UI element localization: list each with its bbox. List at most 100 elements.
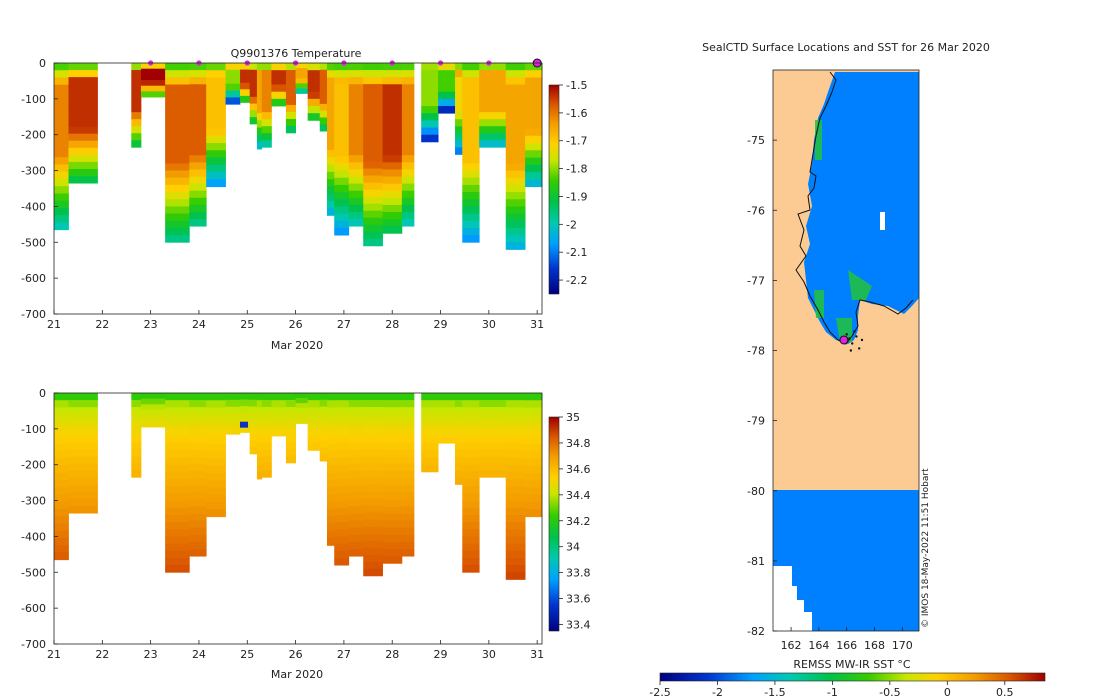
salinity-cell [382,478,403,486]
salinity-cell [189,449,207,458]
salinity-cell [479,463,507,471]
temperature-cell [326,179,335,187]
salinity-cell [334,500,350,509]
salinity-x-tick: 30 [482,648,496,661]
temperature-cell [249,117,258,125]
salinity-cell [165,393,190,401]
seal-track-points [845,330,864,352]
temperature-cell [261,98,272,106]
temperature-cell [256,106,263,114]
salinity-cell [505,479,526,487]
temperature-colorbar-tick: -1.5 [566,79,587,92]
salinity-cell [165,457,190,466]
temperature-cell [401,63,415,71]
temperature-cell [285,83,296,92]
temperature-cell [189,141,207,149]
temperature-cell [189,211,207,220]
salinity-cell [271,393,287,401]
temperature-cell [438,84,456,93]
salinity-colorbar-ticks: 35 34.8 34.6 34.4 34.2 34 33.8 33.6 33.4 [559,411,591,632]
salinity-cell [319,393,328,401]
salinity-cell [165,471,190,480]
temperature-cell [363,182,383,191]
temperature-cell [131,133,142,141]
temperature-cell [421,70,439,78]
salinity-cell [363,505,383,513]
temperature-cell [307,91,321,100]
track-point [848,337,851,340]
salinity-x-tick: 28 [385,648,399,661]
salinity-cell [319,427,328,435]
salinity-cell [334,428,350,437]
salinity-cell [363,449,383,457]
temperature-cell [54,113,69,122]
temperature-x-tick: 27 [337,318,351,331]
current-location-marker [839,335,849,345]
salinity-cell [68,400,98,408]
temperature-cell [401,183,415,192]
salinity-cell [348,478,364,486]
temperature-cell [54,164,69,173]
salinity-cell [479,414,507,422]
salinity-cell [525,451,543,459]
salinity-cell [54,487,69,495]
temperature-cell [401,148,415,156]
temperature-cell [363,161,383,169]
sst-colorbar-tick: 0 [944,686,951,699]
salinity-cell [525,509,543,518]
temperature-cell [68,140,98,149]
salinity-cell [54,472,69,481]
salinity-cell [455,428,463,436]
salinity-cell [462,450,480,458]
temperature-cell [348,176,364,184]
salinity-cell [421,400,439,408]
salinity-cell [348,527,364,536]
temperature-cell [421,98,439,107]
temperature-cell [525,150,543,158]
map-y-tick: -81 [747,555,765,568]
salinity-x-tick: 26 [289,648,303,661]
salinity-cell [348,506,364,514]
temperature-x-ticks: 21 22 23 24 25 26 27 28 29 30 31 [47,310,544,331]
salinity-cell [131,463,142,471]
salinity-cell [462,536,480,544]
temperature-cell [326,200,335,209]
temperature-cell [319,124,328,132]
temperature-cell [295,88,309,94]
salinity-cell [334,414,350,423]
temperature-cell [326,113,335,122]
salinity-cell [505,400,526,408]
salinity-cell [334,522,350,530]
salinity-cell [363,484,383,492]
salinity-cell [54,421,69,430]
salinity-cell [249,433,258,441]
salinity-cell [131,442,142,450]
salinity-cell [382,471,403,479]
temperature-cell [479,126,507,134]
salinity-cell [165,522,190,530]
salinity-cell [401,485,415,493]
salinity-cell [438,407,456,415]
temperature-cell [206,179,226,188]
temperature-cell [189,183,207,192]
salinity-x-tick: 31 [530,648,544,661]
temperature-cell [54,157,69,165]
temperature-cell [326,142,335,151]
salinity-profiles [54,393,543,580]
salinity-cell [462,436,480,444]
temperature-cell [505,84,526,93]
salinity-cell [462,407,480,415]
temperature-cell [54,120,69,129]
salinity-cell [131,428,142,436]
salinity-cell [401,506,415,514]
salinity-cell [249,393,258,401]
temperature-cell [462,220,480,229]
temperature-cell [295,83,309,89]
map-title: SealCTD Surface Locations and SST for 26… [702,41,990,54]
salinity-cell [68,470,98,479]
salinity-cell [525,393,543,401]
temperature-cell [363,77,383,85]
salinity-cell [54,494,69,503]
temperature-cell [285,69,296,78]
temperature-cell [421,113,439,121]
